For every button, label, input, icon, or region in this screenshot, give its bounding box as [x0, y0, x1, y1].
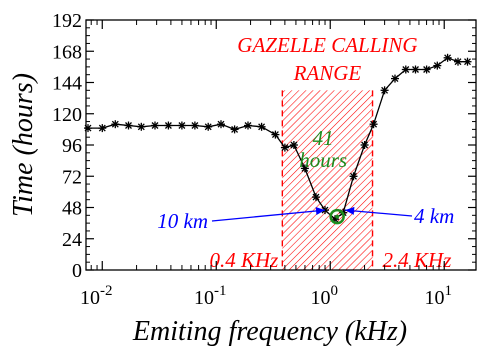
annotation-label: 4 km: [414, 204, 454, 228]
data-point: [360, 141, 369, 149]
data-point: [463, 57, 472, 66]
annotation-label: 10 km: [157, 209, 208, 233]
x-axis-title: Emiting frequency (kHz): [132, 316, 407, 347]
data-point: [177, 121, 186, 130]
data-point: [300, 164, 309, 173]
minimum-marker-dot: [335, 214, 340, 219]
data-point: [380, 86, 389, 95]
calling-range-title-line: GAZELLE CALLING: [237, 33, 417, 57]
x-tick-label-exponent: -2: [100, 283, 113, 299]
data-point: [401, 65, 410, 74]
x-tick-label-exponent: 0: [330, 283, 338, 299]
minimum-label-line: 41: [313, 126, 334, 150]
plot-frame: [85, 19, 477, 271]
calling-range-hatch: [282, 90, 373, 270]
data-point: [433, 61, 442, 70]
data-point: [244, 121, 252, 130]
data-point: [411, 65, 420, 74]
data-point: [111, 120, 120, 129]
data-point: [98, 124, 107, 133]
data-point: [369, 120, 378, 129]
range-high-label: 2.4 KHz: [383, 248, 452, 272]
data-point: [454, 57, 462, 66]
data-point: [190, 121, 199, 130]
data-point: [217, 120, 225, 129]
data-point: [257, 122, 266, 131]
data-point: [84, 124, 92, 133]
data-layer: [84, 53, 472, 225]
calling-range-title-line: RANGE: [293, 61, 362, 85]
data-point: [391, 74, 399, 83]
minimum-marker: [329, 208, 345, 225]
annotation-arrow: [211, 209, 326, 222]
data-point: [289, 141, 298, 149]
data-point: [137, 122, 146, 131]
y-tick-label: 120: [52, 104, 82, 126]
x-tick-label-exponent: 1: [444, 283, 452, 299]
y-tick-label: 48: [62, 198, 82, 220]
data-point: [349, 172, 358, 181]
x-tick-label: 10-1: [194, 283, 227, 309]
data-point: [204, 122, 213, 131]
x-tick-label-exponent: -1: [214, 283, 227, 299]
data-point: [443, 53, 452, 62]
calling-range-layer: GAZELLE CALLING RANGE 0.4 KHz 2.4 KHz: [209, 33, 451, 272]
data-point: [164, 121, 173, 130]
range-low-label: 0.4 KHz: [209, 248, 278, 272]
data-point: [280, 143, 289, 152]
data-point: [422, 65, 431, 74]
y-axis-title: Time (hours): [8, 73, 39, 217]
x-tick-label: 100: [310, 283, 338, 309]
x-tick-label: 101: [424, 283, 452, 309]
y-tick-label: 0: [72, 260, 82, 282]
y-tick-label: 72: [62, 166, 82, 188]
x-tick-label: 10-2: [80, 283, 113, 309]
annotation-arrow: [345, 209, 413, 217]
y-tick-label: 96: [62, 135, 82, 157]
y-tick-label: 168: [52, 41, 82, 63]
y-tick-label: 24: [62, 229, 82, 251]
annotation-arrowhead: [345, 206, 355, 215]
annotation-arrowhead: [315, 206, 326, 215]
data-point: [312, 193, 320, 202]
data-point: [271, 130, 280, 139]
y-tick-label: 144: [52, 73, 82, 95]
series-line: [88, 57, 468, 221]
y-tick-label: 192: [52, 10, 82, 32]
data-point: [230, 125, 239, 134]
data-point: [124, 121, 133, 130]
minimum-label-line: hours: [299, 148, 347, 172]
data-point: [151, 121, 159, 130]
